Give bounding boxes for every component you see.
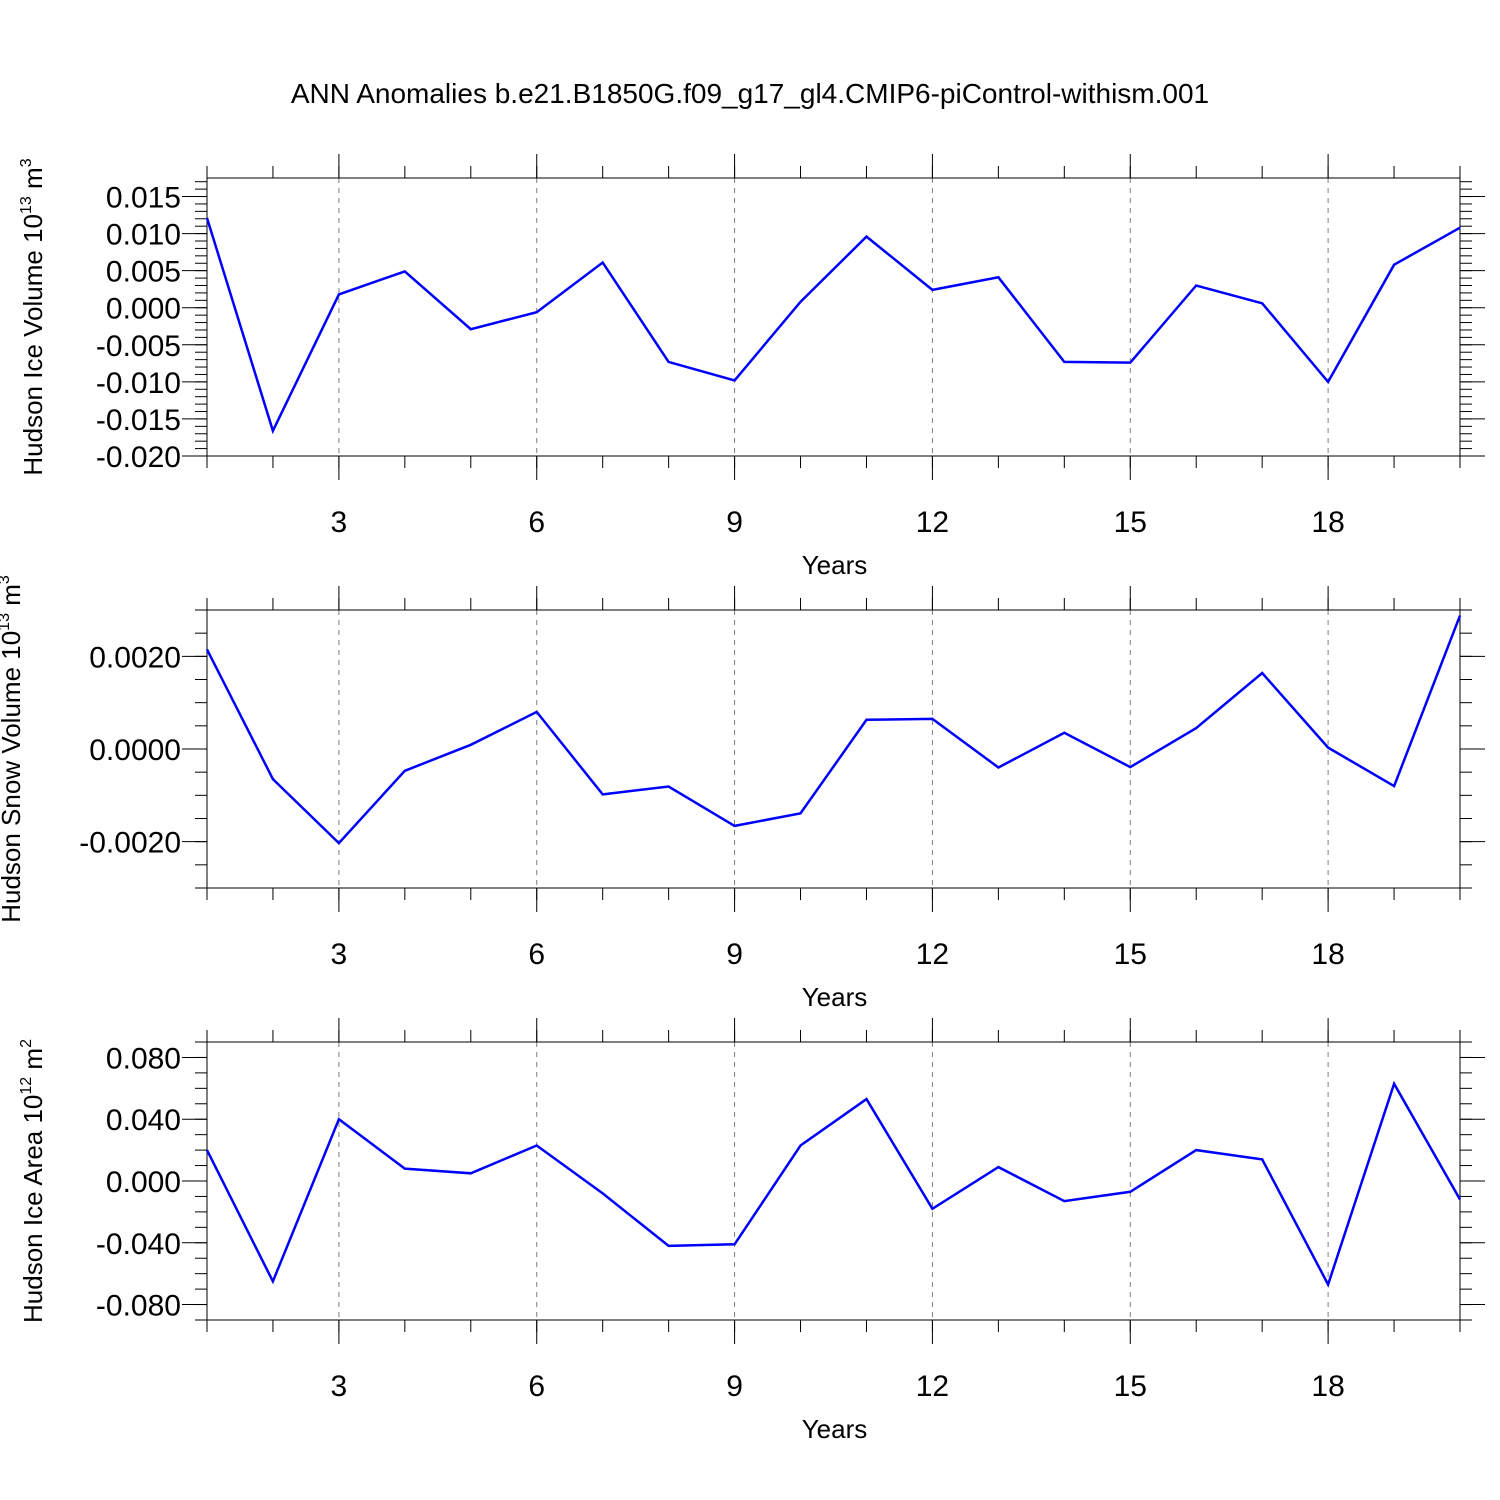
x-tick-label: 18 <box>1311 938 1344 971</box>
y-tick-label: -0.010 <box>96 367 181 400</box>
y-axis-label-exponent: 13 <box>18 196 35 214</box>
x-tick-label: 9 <box>726 938 743 971</box>
y-axis-label: Hudson Ice Volume 1013 m3 <box>18 158 48 475</box>
x-tick-label: 6 <box>528 938 545 971</box>
y-tick-label: -0.015 <box>96 404 181 437</box>
x-tick-label: 18 <box>1311 1370 1344 1403</box>
y-tick-label: -0.005 <box>96 330 181 363</box>
x-tick-label: 15 <box>1114 506 1147 539</box>
y-axis-label-text: Hudson Ice Area 10 <box>18 1095 48 1323</box>
x-axis-label: Years <box>802 1414 868 1444</box>
x-tick-label: 3 <box>331 1370 348 1403</box>
y-axis-label-unit-exponent: 2 <box>18 1039 35 1048</box>
y-axis-label-text: Hudson Snow Volume 10 <box>0 631 26 923</box>
y-tick-label: -0.0020 <box>79 827 181 860</box>
chart-panel-2: 3 6 9 12 15 18 -0.0020 0.0000 0.0020 Years Hudson … <box>0 575 1485 1012</box>
y-tick-label: 0.005 <box>106 256 181 289</box>
y-tick-label: 0.000 <box>106 1166 181 1199</box>
x-tick-label: 15 <box>1114 938 1147 971</box>
x-tick-label: 3 <box>331 506 348 539</box>
y-tick-label: 0.0000 <box>89 734 181 767</box>
x-axis-label: Years <box>802 982 868 1012</box>
x-tick-label: 12 <box>916 1370 949 1403</box>
plot-frame <box>206 177 1461 457</box>
y-axis-label-exponent: 12 <box>18 1077 35 1095</box>
y-tick-label: -0.040 <box>96 1228 181 1261</box>
y-axis-label-exponent: 13 <box>0 613 13 631</box>
series-line <box>205 1080 1462 1288</box>
x-tick-label: 12 <box>916 938 949 971</box>
x-tick-label: 3 <box>331 938 348 971</box>
x-tick-label: 9 <box>726 1370 743 1403</box>
x-tick-label: 9 <box>726 506 743 539</box>
page-title: ANN Anomalies b.e21.B1850G.f09_g17_gl4.C… <box>290 78 1210 109</box>
x-tick-label: 15 <box>1114 1370 1147 1403</box>
y-axis-label-text: Hudson Ice Volume 10 <box>18 214 48 476</box>
y-tick-label: 0.040 <box>106 1104 181 1137</box>
y-axis-label-unit: m <box>18 1048 48 1077</box>
x-tick-label: 6 <box>528 1370 545 1403</box>
y-axis-label-unit-exponent: 3 <box>18 158 35 167</box>
y-tick-label: 0.0020 <box>89 641 181 674</box>
chart-panel-3: 3 6 9 12 15 18 -0.080 -0.040 0.000 0.040 0.080 Year… <box>18 1018 1485 1444</box>
y-axis-label-unit-exponent: 3 <box>0 575 13 584</box>
x-tick-label: 6 <box>528 506 545 539</box>
y-tick-label: -0.080 <box>96 1290 181 1323</box>
series-line <box>205 217 1461 435</box>
y-tick-label: 0.000 <box>106 293 181 326</box>
y-axis-label: Hudson Ice Area 1012 m2 <box>18 1039 48 1323</box>
x-tick-label: 12 <box>916 506 949 539</box>
y-axis-label-unit: m <box>18 167 48 196</box>
series-line <box>205 615 1462 845</box>
plot-frame <box>206 1041 1461 1321</box>
chart-panel-1: 3 6 9 12 15 18 -0.020 -0.015 -0.010 -0.005 0.000 0.… <box>18 154 1485 580</box>
y-tick-label: 0.010 <box>106 219 181 252</box>
plot-frame <box>206 609 1461 889</box>
y-tick-label: 0.080 <box>106 1042 181 1075</box>
y-tick-label: 0.015 <box>106 182 181 215</box>
y-axis-label-unit: m <box>0 584 26 613</box>
y-axis-label: Hudson Snow Volume 1013 m3 <box>0 575 26 923</box>
x-tick-label: 18 <box>1311 506 1344 539</box>
y-tick-label: -0.020 <box>96 441 181 474</box>
x-axis-label: Years <box>802 550 868 580</box>
